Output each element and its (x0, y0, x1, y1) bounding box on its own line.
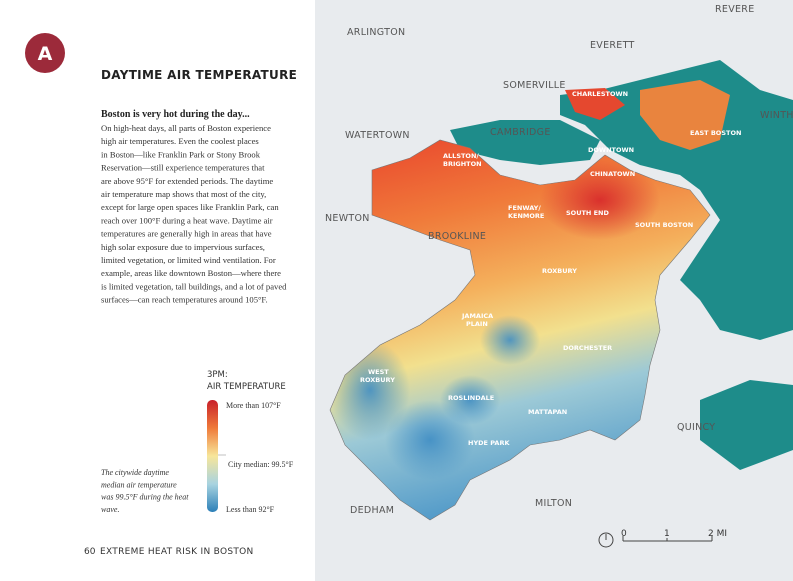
place-label: CHARLESTOWN (572, 90, 628, 98)
scale-bar: 0 1 2 MI (598, 529, 727, 548)
place-label: ROSLINDALE (448, 394, 494, 402)
map-labels: ARLINGTON REVERE EVERETT SOMERVILLE CHAR… (325, 4, 793, 516)
place-label: KENMORE (508, 212, 544, 220)
body-line: is limited vegetation, tall buildings, a… (101, 281, 287, 291)
place-label: MILTON (535, 498, 572, 509)
place-label: CAMBRIDGE (490, 127, 551, 138)
body-text: On high-heat days, all parts of Boston e… (101, 123, 287, 305)
legend-label: City median: 99.5°F (228, 460, 294, 469)
running-footer: EXTREME HEAT RISK IN BOSTON (100, 547, 254, 557)
badge (25, 33, 65, 73)
body-line: limited vegetation, or limited wind vent… (101, 255, 276, 265)
east-boston (640, 80, 730, 150)
place-label: BRIGHTON (443, 160, 482, 168)
legend-title: AIR TEMPERATURE (207, 382, 286, 392)
note: The citywide daytime median air temperatu… (101, 468, 189, 514)
place-label: QUINCY (677, 422, 715, 433)
harbor (560, 60, 793, 340)
body-line: On high-heat days, all parts of Boston e… (101, 123, 271, 133)
place-label: EAST BOSTON (690, 129, 741, 137)
body-line: in Boston—like Franklin Park or Stony Br… (101, 149, 261, 159)
place-label: ROXBURY (360, 376, 395, 384)
place-label: HYDE PARK (468, 439, 510, 447)
subtitle: Boston is very hot during the day... (101, 109, 250, 120)
note-line: The citywide daytime (101, 468, 169, 477)
place-label: WATERTOWN (345, 130, 410, 141)
place-label: DORCHESTER (563, 344, 612, 352)
place-label: SOUTH BOSTON (635, 221, 693, 229)
note-line: was 99.5°F during the heat (101, 493, 189, 502)
place-label: MATTAPAN (528, 408, 567, 416)
body-line: high air temperatures. Even the coolest … (101, 136, 259, 146)
body-line: high solar exposure due to impervious su… (101, 242, 265, 252)
place-label: PLAIN (466, 320, 488, 328)
page-number: 60 (84, 547, 96, 557)
place-label: ROXBURY (542, 267, 577, 275)
place-label: CHINATOWN (590, 170, 635, 178)
body-line: reach over 100°F during a heat wave. Day… (101, 215, 273, 225)
section-title: DAYTIME AIR TEMPERATURE (101, 68, 297, 82)
scale-label: 0 (621, 529, 627, 539)
place-label: WINTHROP (760, 110, 793, 121)
charles-river (450, 120, 600, 165)
place-label: SOUTH END (566, 209, 610, 217)
city-outline (329, 139, 711, 521)
place-label: JAMAICA (461, 312, 493, 320)
note-line: wave. (101, 505, 119, 514)
charlestown (565, 88, 625, 120)
place-label: SOMERVILLE (503, 80, 566, 91)
place-label: DOWNTOWN (588, 146, 634, 154)
place-label: REVERE (715, 4, 755, 15)
place-label: NEWTON (325, 213, 370, 224)
scale-label: 1 (664, 529, 670, 539)
legend-bar (207, 400, 218, 512)
place-label: BROOKLINE (428, 231, 486, 242)
body-line: Reservation—still experience temperature… (101, 163, 265, 173)
legend-label: More than 107°F (226, 401, 281, 410)
body-line: except for large open spaces like Frankl… (101, 202, 279, 212)
scale-label: 2 MI (708, 529, 727, 539)
legend-label: Less than 92°F (226, 505, 275, 514)
body-line: surfaces—can reach temperatures around 1… (101, 295, 268, 305)
badge-letter: A (38, 43, 53, 65)
place-label: DEDHAM (350, 505, 394, 516)
place-label: ALLSTON/ (443, 152, 479, 160)
place-label: ARLINGTON (347, 27, 405, 38)
bay (700, 380, 793, 470)
body-line: are above 95°F for extended periods. The… (101, 176, 273, 186)
place-label: FENWAY/ (508, 204, 541, 212)
note-line: median air temperature (101, 480, 177, 489)
place-label: EVERETT (590, 40, 635, 51)
legend-title: 3PM: (207, 370, 228, 380)
place-label: WEST (368, 368, 389, 376)
north-arrow (598, 532, 614, 548)
body-line: air temperature map shows that most of t… (101, 189, 266, 199)
body-line: example, areas like downtown Boston—wher… (101, 268, 281, 278)
body-line: temperatures are generally high in areas… (101, 229, 272, 239)
